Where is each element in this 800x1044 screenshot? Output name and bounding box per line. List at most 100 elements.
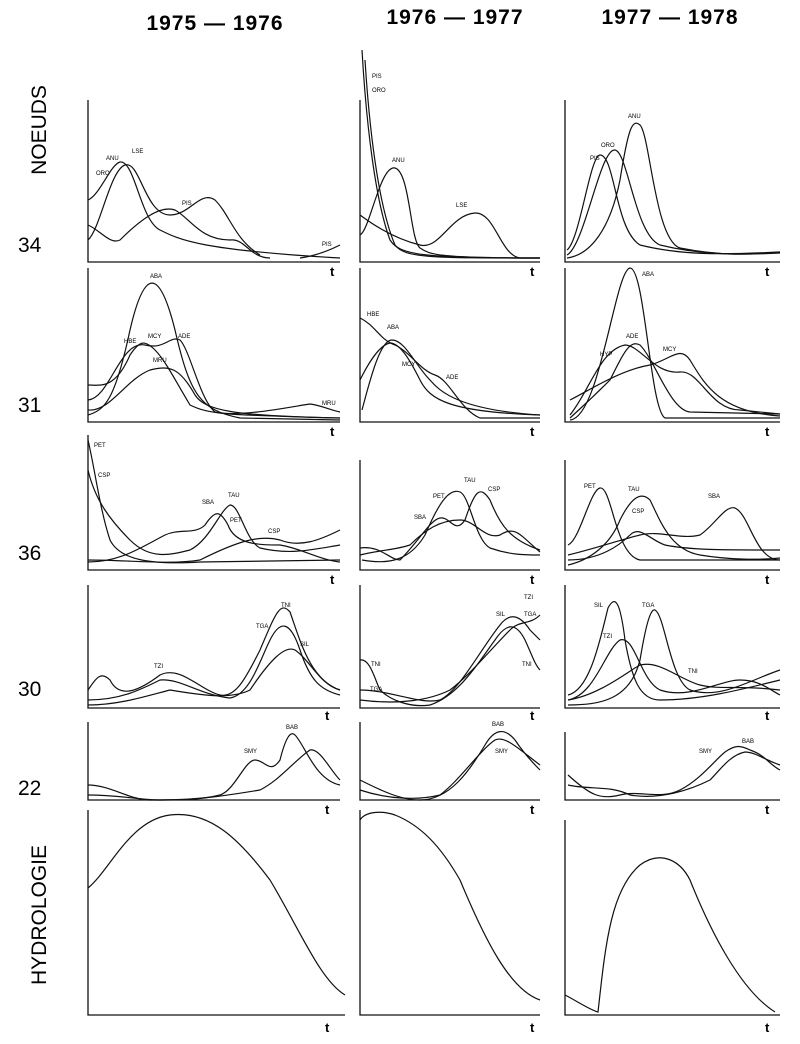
curve xyxy=(564,857,776,1013)
curve xyxy=(87,749,341,801)
species-label: MCY xyxy=(663,347,676,353)
species-label: PIS xyxy=(322,242,332,248)
curve xyxy=(567,495,781,566)
axis-label: t xyxy=(330,572,335,587)
species-label: ABA xyxy=(642,272,654,278)
axis-label: t xyxy=(765,1020,770,1035)
curve xyxy=(87,208,271,259)
curve xyxy=(87,161,341,259)
species-label: PIS xyxy=(590,156,600,162)
curve xyxy=(87,529,341,563)
curve xyxy=(87,282,341,421)
species-label: HBE xyxy=(124,339,136,345)
curve xyxy=(87,513,341,563)
species-label: BAB xyxy=(492,722,504,728)
curve xyxy=(567,609,781,706)
species-label: TZI xyxy=(154,664,163,670)
curve xyxy=(567,601,781,701)
species-label: SMY xyxy=(244,749,257,755)
species-label: TGA xyxy=(642,603,654,609)
curve xyxy=(567,487,780,561)
curve xyxy=(567,663,781,701)
axis xyxy=(87,268,780,423)
species-label: ANU xyxy=(106,156,119,162)
species-label: SMY xyxy=(699,749,712,755)
species-label: TAU xyxy=(464,478,476,484)
species-label: ADE xyxy=(626,334,638,340)
species-label: TAU xyxy=(228,493,240,499)
axis-label: t xyxy=(330,424,335,439)
species-label: BAB xyxy=(742,739,754,745)
curve xyxy=(569,353,781,417)
curve xyxy=(359,614,541,703)
row-label: 36 xyxy=(18,542,41,565)
species-label: SIL xyxy=(496,612,506,618)
curve xyxy=(567,639,781,701)
curve xyxy=(567,531,781,561)
species-label: ORO xyxy=(372,88,386,94)
species-label: MRU xyxy=(322,401,336,407)
axis-label: t xyxy=(765,708,770,723)
axis-label: t xyxy=(330,264,335,279)
curve xyxy=(87,625,341,701)
species-label: SBA xyxy=(202,500,214,506)
row-label: 30 xyxy=(18,678,41,701)
column-title: 1975 — 1976 xyxy=(146,12,283,35)
curve xyxy=(359,167,541,259)
species-label: CSP xyxy=(632,509,644,515)
curve xyxy=(359,738,541,799)
species-label: TNI xyxy=(371,662,381,668)
curve xyxy=(567,507,781,561)
species-label: TGA xyxy=(370,687,382,693)
axis-label: t xyxy=(765,424,770,439)
species-label: MCY xyxy=(148,334,161,340)
species-label: HBE xyxy=(367,312,379,318)
curve xyxy=(566,122,781,259)
curve xyxy=(359,317,540,419)
curve xyxy=(567,745,781,798)
axis xyxy=(87,100,780,263)
species-label: PET xyxy=(230,518,242,524)
axis xyxy=(87,585,780,709)
axis-label: t xyxy=(765,802,770,817)
curve xyxy=(87,338,341,415)
curve xyxy=(359,212,540,259)
row-label: 31 xyxy=(18,394,41,417)
curve xyxy=(569,267,780,421)
species-label: TNI xyxy=(281,603,291,609)
axis-label: t xyxy=(530,802,535,817)
species-label: TGA xyxy=(256,624,268,630)
curve xyxy=(569,343,781,419)
species-label: TNI xyxy=(688,669,698,675)
curve xyxy=(567,751,781,797)
species-label: ANU xyxy=(628,114,641,120)
species-label: TNI xyxy=(522,662,532,668)
species-label: CSP xyxy=(488,487,500,493)
species-label: ORO xyxy=(96,171,110,177)
curves xyxy=(87,49,781,1013)
row-title: NOEUDS xyxy=(28,85,51,175)
species-labels: ORO ANU LSE PIS PIS PIS ORO ANU LSE PIS … xyxy=(94,74,754,755)
curve xyxy=(359,519,541,556)
curve xyxy=(359,626,541,707)
species-label: SBA xyxy=(708,494,720,500)
column-title: 1977 — 1978 xyxy=(601,6,738,29)
curve xyxy=(299,244,341,259)
species-label: TGA xyxy=(524,612,536,618)
axis-label: t xyxy=(325,802,330,817)
axis-label: t xyxy=(765,572,770,587)
curve xyxy=(569,344,781,416)
curve xyxy=(87,607,341,696)
species-label: PIS xyxy=(372,74,382,80)
species-label: ORO xyxy=(601,143,615,149)
curve xyxy=(87,164,261,256)
species-label: PET xyxy=(433,494,445,500)
row-labels: NOEUDS 34 31 36 30 22 HYDROLOGIE xyxy=(18,85,51,985)
species-label: PIS xyxy=(182,201,192,207)
species-label: SMY xyxy=(495,749,508,755)
species-label: TZI xyxy=(524,595,533,601)
species-label: TAU xyxy=(628,487,640,493)
species-label: MRU xyxy=(153,358,167,364)
species-label: HYP xyxy=(600,352,612,358)
